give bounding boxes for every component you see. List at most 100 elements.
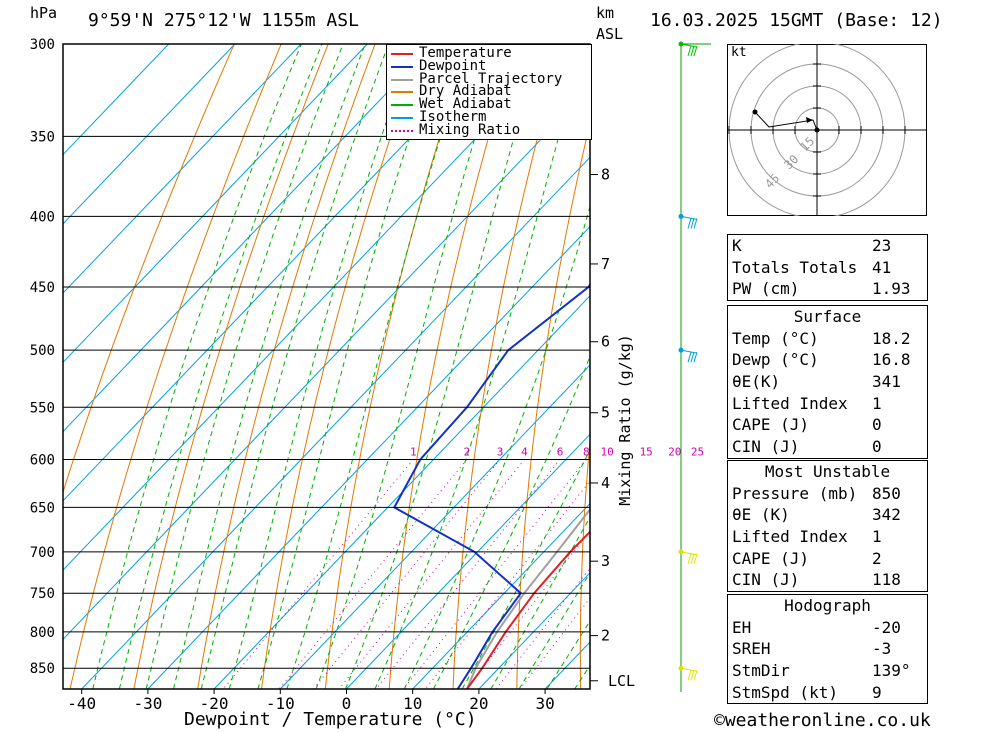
- mixing-ratio-line: [278, 459, 468, 689]
- datetime-title: 16.03.2025 15GMT (Base: 12): [650, 10, 943, 31]
- table-row: CAPE (J) 0: [728, 414, 927, 436]
- pw-value: 1.93: [872, 279, 911, 299]
- legend-label: Parcel Trajectory: [419, 70, 563, 87]
- legend-item: Isotherm: [387, 108, 591, 125]
- hodograph-trace: [754, 111, 818, 131]
- table-row: CIN (J) 118: [728, 569, 927, 591]
- wind-barb-flag: [693, 553, 698, 564]
- legend-item: Temperature: [387, 45, 591, 61]
- wet-adiabat-line: [173, 44, 366, 689]
- surface-title: Surface: [793, 307, 862, 326]
- legend-item: Dewpoint: [387, 59, 591, 73]
- row-label: Dewp (°C): [732, 350, 819, 370]
- row-label: θE (K): [732, 505, 790, 525]
- wind-barb-flag: [690, 553, 695, 564]
- legend-swatch: [391, 91, 413, 94]
- legend-swatch: [391, 65, 413, 68]
- wind-barb-shaft: [680, 349, 698, 354]
- row-value: 118: [872, 570, 901, 590]
- wind-barb-flag: [693, 218, 698, 229]
- legend-swatch: [391, 116, 413, 119]
- mixing-ratio-line: [222, 459, 414, 689]
- pressure-tick-label: 550: [30, 400, 55, 416]
- copyright-link[interactable]: ©weatheronline.co.uk: [714, 710, 931, 731]
- mixing-ratio-label: 20: [668, 445, 681, 458]
- mixing-ratio-label: 2: [464, 445, 471, 458]
- mixing-ratio-label: 3: [497, 445, 504, 458]
- legend-label: Dry Adiabat: [419, 83, 512, 100]
- hodograph-start-dot: [752, 109, 758, 115]
- mixing-ratio-line: [338, 459, 525, 689]
- dry-adiabat-line: [642, 44, 704, 689]
- row-label: EH: [732, 617, 752, 637]
- row-value: -20: [872, 617, 901, 637]
- pressure-tick-label: 650: [30, 500, 55, 516]
- pressure-tick-label: 800: [30, 625, 55, 641]
- legend-item: Wet Adiabat: [387, 97, 591, 111]
- table-row: Lifted Index 1: [728, 526, 927, 548]
- x-tick-label: 30: [535, 694, 554, 713]
- row-value: 18.2: [872, 328, 911, 348]
- legend: Temperature Dewpoint Parcel Trajectory Dry …: [386, 44, 592, 140]
- row-value: 342: [872, 505, 901, 525]
- row-label: Temp (°C): [732, 328, 819, 348]
- isotherm-line: [63, 44, 567, 571]
- pressure-unit: hPa: [30, 4, 58, 22]
- row-value: 850: [872, 483, 901, 503]
- pressure-tick-label: 400: [30, 209, 55, 225]
- dry-adiabat-line: [63, 44, 235, 494]
- wet-adiabat-line: [574, 664, 590, 689]
- x-tick-label: -30: [133, 694, 162, 713]
- km-tick-label: 6: [601, 333, 610, 351]
- hodograph-table: Hodograph EH -20 SREH -3 StmDir 139° StmSpd (k…: [727, 594, 928, 705]
- wet-adiabat-line: [286, 44, 471, 689]
- wet-adiabat-line: [145, 44, 344, 689]
- totals-totals-label: Totals Totals: [732, 257, 858, 277]
- legend-item: Dry Adiabat: [387, 85, 591, 98]
- mixing-ratio-axis-label: Mixing Ratio (g/kg): [616, 334, 634, 506]
- legend-label: Temperature: [419, 45, 512, 61]
- km-tick-label: 3: [601, 552, 610, 570]
- hodograph-unit: kt: [731, 45, 747, 60]
- dry-adiabat-line: [197, 44, 376, 689]
- wind-barb-shaft: [680, 215, 698, 220]
- row-value: 139°: [872, 661, 911, 681]
- x-tick-label: 0: [342, 694, 352, 713]
- table-row: Temp (°C) 18.2: [728, 328, 927, 350]
- wet-adiabat-line: [345, 44, 542, 689]
- wind-barb-flag: [687, 218, 692, 229]
- isotherm-line: [81, 156, 590, 689]
- row-value: 2: [872, 548, 882, 568]
- pressure-tick-label: 500: [30, 343, 55, 359]
- isotherm-line: [279, 364, 590, 689]
- wind-barb-flag: [693, 670, 698, 681]
- pressure-tick-label: 750: [30, 586, 55, 602]
- mixing-ratio-label: 25: [691, 445, 704, 458]
- dry-adiabat-line: [702, 44, 720, 689]
- legend-label: Isotherm: [419, 108, 487, 125]
- pressure-tick-label: 450: [30, 280, 55, 296]
- wind-barb-flag: [693, 352, 698, 363]
- wind-barb-shaft: [680, 551, 698, 556]
- row-value: 1: [872, 527, 882, 547]
- pressure-tick-label: 600: [30, 452, 55, 468]
- isotherm-line: [63, 44, 170, 156]
- dry-adiabat-line: [133, 44, 329, 689]
- row-value: 16.8: [872, 350, 911, 370]
- row-value: 9: [872, 682, 882, 702]
- km-unit-top: km: [596, 4, 615, 22]
- k-index-label: K: [732, 236, 742, 255]
- legend-swatch: [391, 104, 413, 107]
- wet-adiabat-line: [118, 44, 323, 689]
- isotherm-line: [63, 44, 501, 502]
- x-axis-label: Dewpoint / Temperature (°C): [184, 709, 477, 730]
- most-unstable-table: Most Unstable Pressure (mb) 850 θE (K) 342 L…: [727, 460, 928, 593]
- km-tick-label: 2: [601, 627, 610, 645]
- mixing-ratio-line: [465, 530, 590, 689]
- wet-adiabat-line: [257, 44, 442, 689]
- plot-frame: [62, 43, 591, 690]
- mixing-ratio-label: 4: [521, 445, 528, 458]
- wet-adiabat-line: [518, 571, 590, 689]
- table-row: Dewp (°C) 16.8: [728, 349, 927, 371]
